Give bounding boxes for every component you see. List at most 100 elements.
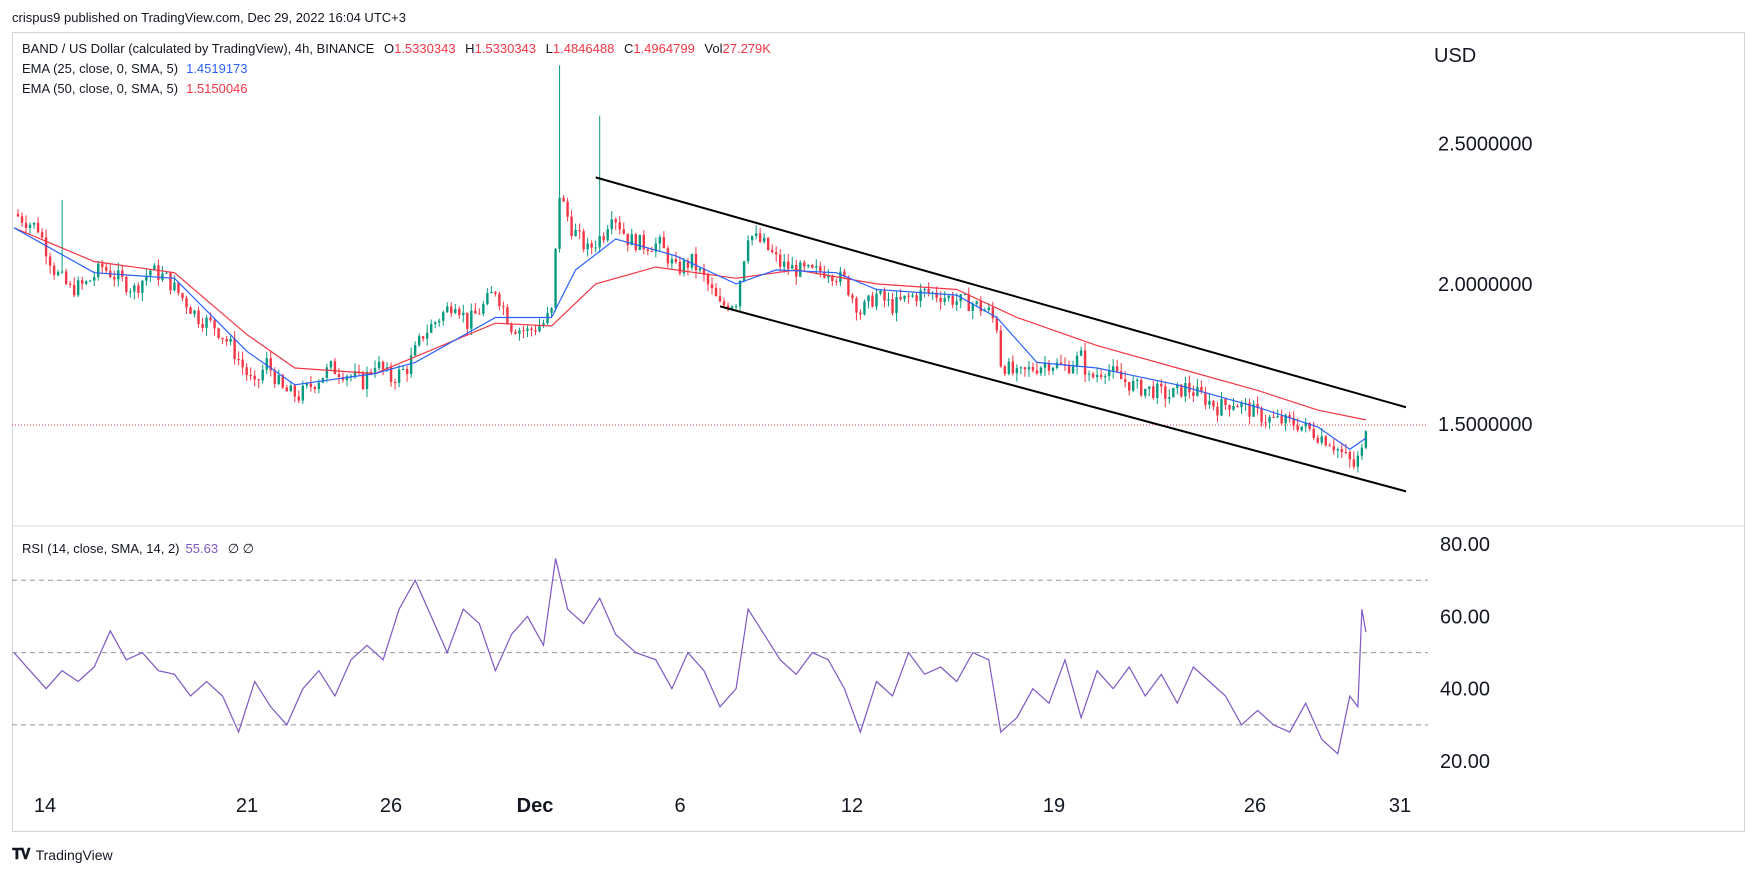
time-axis-tick: 31 [1389, 795, 1411, 817]
candle-body [1336, 449, 1340, 451]
candle-body [514, 331, 517, 334]
candle-body [458, 309, 461, 316]
candle-body [1300, 426, 1303, 431]
candle-body [778, 254, 782, 267]
candle-body [301, 385, 305, 401]
candle-body [80, 280, 84, 284]
candle-body [373, 368, 377, 373]
candle-body [742, 261, 746, 281]
candle-body [626, 233, 629, 246]
candle-body [442, 312, 445, 321]
candle-body [570, 216, 573, 236]
candle-body [470, 310, 473, 329]
candle-body [1031, 367, 1035, 371]
candle-body [1019, 367, 1023, 369]
candle-body [999, 330, 1003, 367]
candle-body [1095, 374, 1099, 378]
candle-body [1208, 400, 1211, 405]
candle-body [165, 272, 168, 274]
candle-body [578, 230, 581, 232]
price-legend: BAND / US Dollar (calculated by TradingV… [22, 41, 771, 56]
candle-body [101, 263, 104, 268]
candle-body [129, 291, 132, 293]
symbol-label[interactable]: BAND / US Dollar (calculated by TradingV… [22, 41, 375, 56]
candle-body [554, 248, 557, 309]
candle-body [819, 266, 822, 272]
rsi-extra: ∅ ∅ [227, 541, 254, 556]
candle-body [64, 271, 68, 284]
candle-body [783, 261, 786, 267]
candle-body [654, 243, 658, 252]
candle-body [1087, 373, 1091, 375]
candle-body [1316, 437, 1319, 443]
high-label: H [465, 41, 475, 56]
candle-body [1164, 386, 1167, 399]
volume-label: Vol [704, 41, 723, 56]
candle-body [650, 251, 654, 253]
candle-body [1280, 415, 1283, 424]
candle-body [851, 295, 854, 299]
candle-body [799, 262, 802, 277]
candle-body [337, 374, 341, 378]
time-axis-tick: 26 [1244, 795, 1266, 817]
candle-body [895, 296, 898, 314]
ema25-legend[interactable]: EMA (25, close, 0, SMA, 5) 1.4519173 [22, 61, 248, 76]
chart-frame[interactable] [12, 32, 1745, 832]
price-axis-currency: USD [1434, 45, 1476, 67]
ema50-legend[interactable]: EMA (50, close, 0, SMA, 5) 1.5150046 [22, 81, 248, 96]
candle-body [393, 381, 397, 383]
tradingview-logo-icon: 𝐓𝐕 [12, 846, 31, 863]
candle-body [883, 290, 886, 301]
candle-body [277, 375, 280, 384]
candle-body [353, 371, 357, 376]
candle-body [690, 253, 694, 268]
candle-body [947, 295, 950, 299]
candle-body [137, 285, 140, 293]
candle-body [1196, 386, 1199, 396]
candle-body [558, 197, 561, 249]
candle-body [682, 260, 686, 274]
rsi-value: 55.63 [185, 541, 219, 556]
candle-body [582, 231, 585, 250]
candle-body [1091, 373, 1095, 378]
candle-body [1152, 386, 1155, 399]
candle-body [1023, 367, 1027, 370]
candle-body [1272, 416, 1275, 418]
candle-body [935, 292, 938, 298]
time-axis-tick: 6 [674, 795, 685, 817]
candle-body [28, 224, 32, 228]
candle-body [293, 385, 297, 397]
candle-body [622, 229, 625, 234]
candle-body [726, 305, 730, 310]
candle-body [927, 289, 930, 293]
candle-body [429, 324, 433, 333]
candle-body [486, 293, 489, 305]
candle-body [642, 234, 646, 250]
candle-body [1115, 366, 1119, 372]
candle-body [1220, 399, 1223, 416]
candle-body [506, 307, 509, 324]
candle-body [1047, 363, 1051, 371]
rsi-legend[interactable]: RSI (14, close, SMA, 14, 2) 55.63 ∅ ∅ [22, 541, 254, 557]
candle-body [1232, 405, 1235, 410]
ema50-label: EMA (50, close, 0, SMA, 5) [22, 81, 179, 96]
candle-body [241, 359, 244, 368]
candle-body [634, 234, 637, 250]
candle-body [698, 268, 702, 271]
open-value: 1.5330343 [394, 41, 456, 56]
candle-body [1039, 367, 1043, 374]
rsi-line [13, 558, 1367, 755]
candle-body [125, 276, 128, 292]
candle-body [474, 310, 477, 314]
candle-body [462, 312, 465, 316]
candle-body [434, 322, 437, 325]
candle-body [361, 372, 365, 389]
candle-body [630, 234, 633, 246]
candle-body [149, 270, 152, 276]
candle-body [766, 237, 770, 250]
candle-body [1240, 402, 1243, 408]
footer-brand[interactable]: TradingView [35, 846, 113, 863]
candle-body [313, 386, 317, 390]
candle-body [141, 280, 144, 293]
